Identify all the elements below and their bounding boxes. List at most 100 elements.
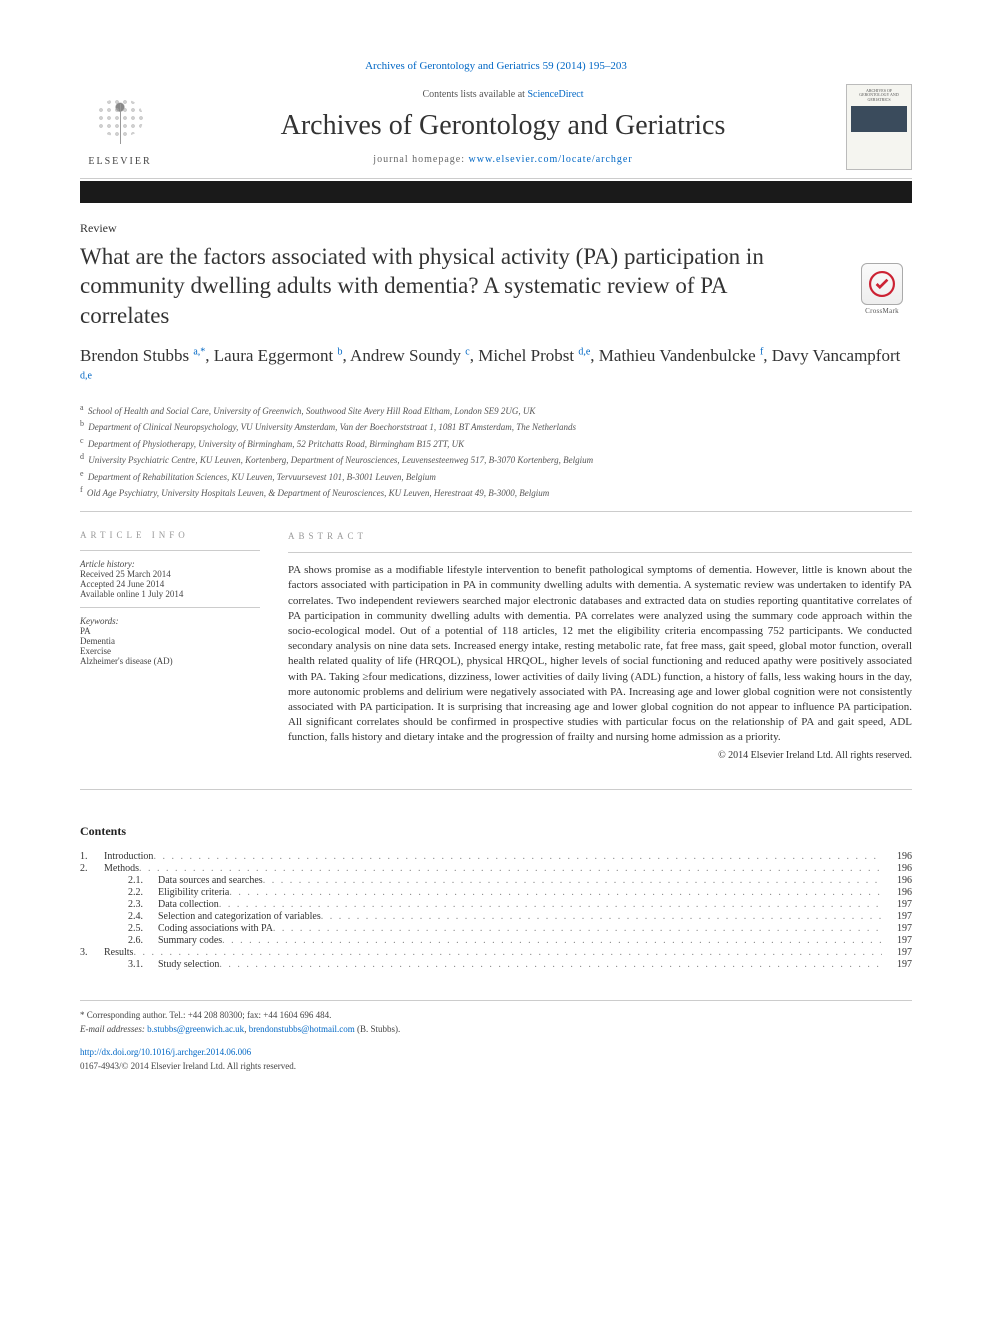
toc-dots (222, 935, 882, 946)
toc-subnumber: 2.5. (104, 923, 158, 934)
toc-title: Selection and categorization of variable… (158, 911, 321, 922)
accepted-date: Accepted 24 June 2014 (80, 579, 260, 589)
elsevier-logo: ELSEVIER (80, 87, 160, 167)
toc-dots (139, 863, 882, 874)
toc-number: 3. (80, 947, 104, 958)
citation-link[interactable]: Archives of Gerontology and Geriatrics 5… (365, 60, 627, 72)
affiliation-line: e Department of Rehabilitation Sciences,… (80, 468, 912, 485)
toc-row[interactable]: 3.1.Study selection 197 (80, 959, 912, 970)
toc-row[interactable]: 2.2.Eligibility criteria 196 (80, 887, 912, 898)
article-type-label: Review (80, 221, 912, 236)
abstract-label: ABSTRACT (288, 530, 912, 542)
toc-page: 197 (882, 959, 912, 970)
toc-dots (273, 923, 882, 934)
toc-number: 2. (80, 863, 104, 874)
toc-dots (219, 899, 882, 910)
abstract-text: PA shows promise as a modifiable lifesty… (288, 563, 912, 745)
journal-cover-band (851, 106, 907, 132)
online-date: Available online 1 July 2014 (80, 589, 260, 599)
article-info-label: ARTICLE INFO (80, 530, 260, 540)
keywords-label: Keywords: (80, 616, 260, 626)
page-footer: * Corresponding author. Tel.: +44 208 80… (80, 1000, 912, 1073)
elsevier-tree-icon (90, 96, 150, 152)
received-date: Received 25 March 2014 (80, 569, 260, 579)
keyword: Dementia (80, 636, 260, 646)
toc-row[interactable]: 2.4.Selection and categorization of vari… (80, 911, 912, 922)
toc-page: 197 (882, 911, 912, 922)
affiliation-line: b Department of Clinical Neuropsychology… (80, 418, 912, 435)
toc-title: Data collection (158, 899, 219, 910)
keyword: Alzheimer's disease (AD) (80, 656, 260, 666)
toc-page: 196 (882, 851, 912, 862)
journal-cover-thumbnail: ARCHIVES OF GERONTOLOGY AND GERIATRICS (846, 84, 912, 170)
abstract-column: ABSTRACT PA shows promise as a modifiabl… (288, 530, 912, 763)
toc-number: 1. (80, 851, 104, 862)
crossmark-label: CrossMark (852, 307, 912, 315)
crossmark-badge[interactable]: CrossMark (852, 263, 912, 323)
sciencedirect-link[interactable]: ScienceDirect (527, 89, 583, 100)
contents-heading: Contents (80, 824, 912, 839)
toc-dots (133, 947, 882, 958)
toc-dots (263, 875, 882, 886)
toc-title: Data sources and searches (158, 875, 263, 886)
contents-available-line: Contents lists available at ScienceDirec… (160, 89, 846, 100)
toc-title: Coding associations with PA (158, 923, 273, 934)
toc-title: Results (104, 947, 133, 958)
affiliations-block: a School of Health and Social Care, Univ… (80, 402, 912, 512)
toc-page: 196 (882, 875, 912, 886)
toc-dots (219, 959, 882, 970)
toc-dots (153, 851, 882, 862)
affiliation-line: d University Psychiatric Centre, KU Leuv… (80, 451, 912, 468)
doi-link[interactable]: http://dx.doi.org/10.1016/j.archger.2014… (80, 1047, 251, 1057)
toc-subnumber: 2.6. (104, 935, 158, 946)
toc-row[interactable]: 1.Introduction 196 (80, 851, 912, 862)
table-of-contents: 1.Introduction1962.Methods1962.1.Data so… (80, 851, 912, 970)
toc-row[interactable]: 2.3.Data collection 197 (80, 899, 912, 910)
email-link-2[interactable]: brendonstubbs@hotmail.com (249, 1024, 355, 1034)
toc-row[interactable]: 2.1.Data sources and searches 196 (80, 875, 912, 886)
toc-subnumber: 3.1. (104, 959, 158, 970)
toc-page: 197 (882, 899, 912, 910)
contents-prefix: Contents lists available at (422, 89, 527, 100)
article-title: What are the factors associated with phy… (80, 242, 800, 330)
home-prefix: journal homepage: (373, 154, 468, 165)
email-link-1[interactable]: b.stubbs@greenwich.ac.uk (147, 1024, 244, 1034)
toc-page: 197 (882, 935, 912, 946)
toc-subnumber: 2.1. (104, 875, 158, 886)
crossmark-icon (861, 263, 903, 305)
toc-subnumber: 2.2. (104, 887, 158, 898)
toc-title: Eligibility criteria (158, 887, 229, 898)
toc-row[interactable]: 2.5.Coding associations with PA 197 (80, 923, 912, 934)
toc-row[interactable]: 3.Results197 (80, 947, 912, 958)
toc-title: Summary codes (158, 935, 222, 946)
toc-page: 196 (882, 863, 912, 874)
journal-homepage-link[interactable]: www.elsevier.com/locate/archger (469, 154, 633, 165)
journal-name: Archives of Gerontology and Geriatrics (160, 110, 846, 142)
toc-page: 197 (882, 923, 912, 934)
toc-title: Introduction (104, 851, 153, 862)
email-suffix: (B. Stubbs). (355, 1024, 401, 1034)
toc-title: Study selection (158, 959, 219, 970)
journal-citation: Archives of Gerontology and Geriatrics 5… (80, 60, 912, 72)
keyword: Exercise (80, 646, 260, 656)
corresponding-author-line: * Corresponding author. Tel.: +44 208 80… (80, 1009, 912, 1023)
toc-subnumber: 2.3. (104, 899, 158, 910)
toc-page: 196 (882, 887, 912, 898)
issn-copyright-line: 0167-4943/© 2014 Elsevier Ireland Ltd. A… (80, 1060, 912, 1074)
toc-row[interactable]: 2.Methods 196 (80, 863, 912, 874)
toc-row[interactable]: 2.6.Summary codes 197 (80, 935, 912, 946)
toc-title: Methods (104, 863, 139, 874)
header-black-bar (80, 181, 912, 203)
toc-dots (229, 887, 882, 898)
elsevier-label: ELSEVIER (88, 156, 151, 167)
authors-line: Brendon Stubbs a,*, Laura Eggermont b, A… (80, 344, 912, 392)
article-info-column: ARTICLE INFO Article history: Received 2… (80, 530, 260, 763)
email-line: E-mail addresses: b.stubbs@greenwich.ac.… (80, 1023, 912, 1037)
email-label: E-mail addresses: (80, 1024, 147, 1034)
journal-homepage-line: journal homepage: www.elsevier.com/locat… (160, 154, 846, 165)
journal-header: ELSEVIER Contents lists available at Sci… (80, 84, 912, 179)
affiliation-line: a School of Health and Social Care, Univ… (80, 402, 912, 419)
article-history-label: Article history: (80, 559, 260, 569)
affiliation-line: c Department of Physiotherapy, Universit… (80, 435, 912, 452)
keyword: PA (80, 626, 260, 636)
